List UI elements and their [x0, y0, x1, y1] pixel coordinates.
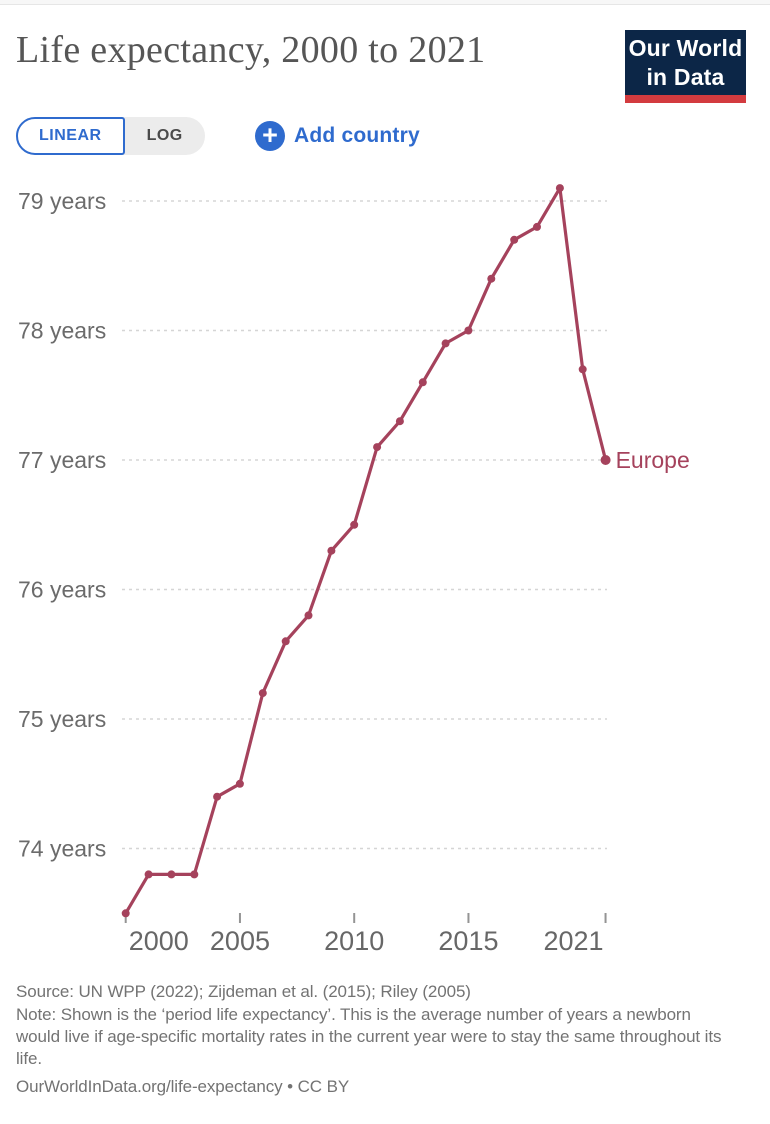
linear-toggle-button[interactable]: LINEAR	[16, 117, 125, 155]
source-line: Source: UN WPP (2022); Zijdeman et al. (…	[16, 982, 471, 1001]
chart-title: Life expectancy, 2000 to 2021	[16, 29, 486, 71]
data-point[interactable]	[190, 870, 199, 879]
chart-footer: Source: UN WPP (2022); Zijdeman et al. (…	[16, 981, 728, 1099]
scale-toggle: LINEAR LOG	[16, 117, 205, 155]
data-point[interactable]	[487, 274, 496, 283]
data-point[interactable]	[213, 792, 222, 801]
owid-logo-red-bar	[625, 95, 746, 103]
data-point[interactable]	[600, 455, 611, 465]
y-axis-label: 76 years	[18, 577, 106, 603]
y-axis-label: 75 years	[18, 706, 106, 732]
x-axis-label: 2005	[210, 926, 270, 956]
data-point[interactable]	[121, 909, 130, 918]
y-axis-label: 78 years	[18, 318, 106, 344]
add-country-label: Add country	[294, 124, 420, 147]
data-point[interactable]	[441, 339, 450, 348]
log-toggle-button[interactable]: LOG	[125, 117, 205, 155]
x-axis-label: 2015	[438, 926, 498, 956]
owid-logo-text: Our World in Data	[625, 30, 746, 95]
add-country-button[interactable]: + Add country	[255, 119, 420, 153]
data-point[interactable]	[510, 235, 519, 244]
data-point[interactable]	[578, 365, 587, 374]
series-label-europe[interactable]: Europe	[616, 447, 690, 473]
y-axis-label: 74 years	[18, 836, 106, 862]
y-axis-label: 79 years	[18, 188, 106, 214]
owid-logo[interactable]: Our World in Data	[625, 30, 746, 103]
x-axis-label: 2010	[324, 926, 384, 956]
y-axis-label: 77 years	[18, 447, 106, 473]
data-point[interactable]	[327, 546, 336, 555]
license-line: OurWorldInData.org/life-expectancy • CC …	[16, 1076, 728, 1098]
data-point[interactable]	[373, 443, 382, 452]
data-point[interactable]	[258, 689, 267, 698]
data-point[interactable]	[281, 637, 290, 646]
data-point[interactable]	[418, 378, 427, 387]
data-point[interactable]	[304, 611, 313, 620]
line-chart[interactable]: 74 years 75 years 76 years 77 years 78 years…	[0, 170, 770, 980]
plus-icon: +	[255, 121, 285, 151]
x-axis-label: 2000	[129, 926, 189, 956]
owid-logo-line1: Our World	[628, 35, 743, 62]
top-border	[0, 0, 770, 5]
data-point[interactable]	[235, 779, 244, 788]
data-point[interactable]	[350, 520, 359, 529]
data-point[interactable]	[395, 417, 404, 426]
data-point[interactable]	[533, 222, 541, 231]
owid-link[interactable]: OurWorldInData.org/life-expectancy	[16, 1077, 283, 1097]
data-point[interactable]	[555, 184, 564, 193]
data-point[interactable]	[464, 326, 473, 335]
series-line-europe[interactable]	[124, 186, 608, 915]
data-point[interactable]	[144, 870, 153, 879]
note-line: Note: Shown is the ‘period life expectan…	[16, 1005, 722, 1069]
license-suffix: • CC BY	[282, 1077, 350, 1097]
owid-logo-line2: in Data	[646, 63, 725, 90]
x-axis-label: 2021	[543, 926, 603, 956]
data-point[interactable]	[167, 870, 176, 879]
